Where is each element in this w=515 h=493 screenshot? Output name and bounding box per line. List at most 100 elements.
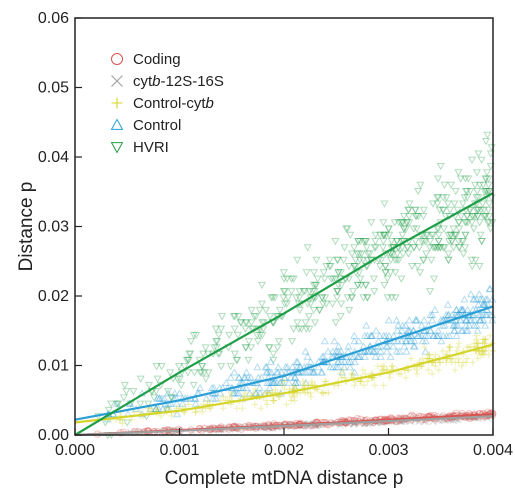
data-point <box>292 357 301 366</box>
data-point <box>311 319 320 327</box>
data-point <box>467 316 476 324</box>
data-point <box>474 355 481 362</box>
data-point <box>326 363 335 371</box>
data-point <box>453 321 462 329</box>
data-point <box>398 321 407 329</box>
data-point <box>371 382 378 389</box>
data-point <box>456 316 465 324</box>
data-point <box>104 406 113 415</box>
data-point <box>410 336 419 345</box>
data-point <box>413 316 422 324</box>
data-point <box>484 181 493 190</box>
data-point <box>257 300 266 308</box>
data-point <box>393 256 402 265</box>
data-point <box>233 331 242 340</box>
data-point <box>363 256 372 265</box>
data-point <box>414 187 423 196</box>
data-point <box>457 213 466 221</box>
data-point <box>425 366 432 374</box>
data-point <box>403 219 412 227</box>
data-point <box>318 294 327 302</box>
data-point <box>359 366 367 374</box>
data-point <box>350 263 359 271</box>
data-point <box>442 194 451 202</box>
data-point <box>183 369 192 377</box>
legend-item: Coding <box>111 51 181 68</box>
legend-item: cytb-12S-16S <box>111 73 224 90</box>
data-point <box>446 343 453 351</box>
data-point <box>380 362 388 370</box>
data-point <box>380 382 387 389</box>
data-point <box>434 238 443 246</box>
data-point <box>343 294 352 302</box>
data-point <box>473 332 480 339</box>
data-point <box>451 366 459 374</box>
data-point <box>399 250 408 258</box>
data-point <box>404 326 413 334</box>
data-point <box>298 368 307 376</box>
data-point <box>334 342 343 350</box>
data-point <box>436 244 445 252</box>
data-point <box>439 244 448 252</box>
data-point <box>172 399 181 407</box>
data-point <box>263 368 272 376</box>
data-point <box>340 357 349 366</box>
data-point <box>356 378 364 385</box>
data-point <box>271 385 279 393</box>
data-point <box>419 256 428 265</box>
data-point <box>333 288 342 296</box>
data-point <box>391 269 400 277</box>
data-point <box>369 347 378 355</box>
data-point <box>363 294 372 302</box>
data-point <box>386 352 395 360</box>
data-point <box>334 347 343 355</box>
data-point <box>288 338 297 346</box>
data-point <box>175 375 184 383</box>
data-point <box>323 347 333 355</box>
data-point <box>189 381 198 390</box>
data-point <box>468 263 477 271</box>
data-point <box>454 219 463 227</box>
data-point <box>442 310 451 319</box>
data-point <box>241 319 250 327</box>
data-point <box>384 331 394 340</box>
data-point <box>120 381 129 390</box>
data-point <box>475 263 484 271</box>
data-point <box>165 405 172 412</box>
data-point <box>360 347 369 355</box>
data-point <box>487 144 496 152</box>
data-point <box>421 238 430 246</box>
data-point <box>182 356 191 365</box>
data-point <box>371 244 380 252</box>
data-point <box>479 316 488 324</box>
data-point <box>450 231 459 240</box>
trend-lines <box>74 192 494 437</box>
data-point <box>469 359 476 366</box>
data-point <box>419 206 428 215</box>
data-point <box>448 238 457 246</box>
data-point <box>483 295 492 303</box>
data-point <box>470 340 478 347</box>
data-point <box>476 316 485 324</box>
data-point <box>461 231 470 240</box>
data-point <box>479 181 488 190</box>
data-point <box>152 363 161 371</box>
data-point <box>287 275 296 283</box>
data-point <box>365 250 374 258</box>
data-point <box>353 250 362 258</box>
data-point <box>483 131 492 139</box>
data-point <box>291 397 298 404</box>
data-point <box>350 357 359 366</box>
data-point <box>446 231 455 240</box>
data-point <box>473 206 482 215</box>
data-point <box>474 340 481 347</box>
data-point <box>305 288 314 296</box>
data-point <box>349 352 358 360</box>
data-point <box>442 359 450 366</box>
data-point <box>334 357 343 366</box>
data-point <box>459 238 468 246</box>
data-point <box>479 213 488 221</box>
data-point <box>398 219 407 227</box>
data-point <box>308 288 317 296</box>
data-point <box>485 200 494 208</box>
